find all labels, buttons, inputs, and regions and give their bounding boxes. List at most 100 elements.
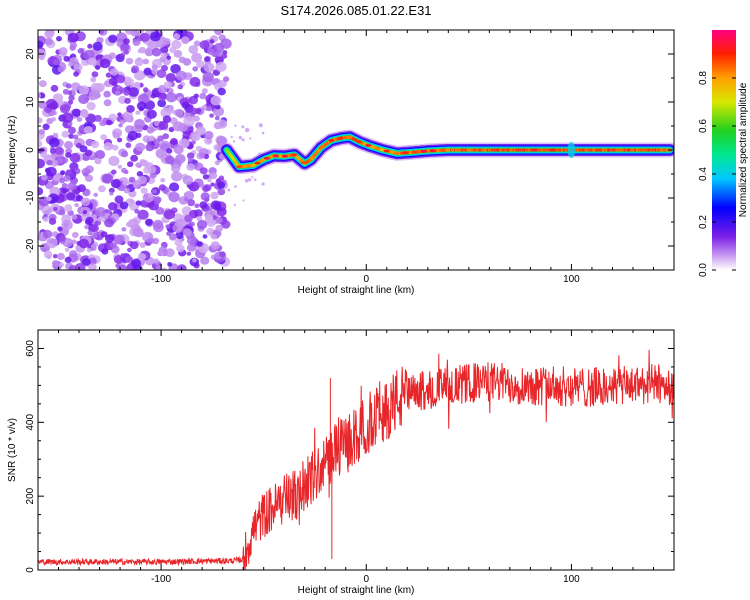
x-tick-label: 0 xyxy=(363,274,369,285)
noise-blob xyxy=(111,169,117,175)
noise-blob xyxy=(136,101,147,111)
noise-blob xyxy=(210,241,220,250)
noise-blob xyxy=(87,57,97,66)
ridge-hotspot xyxy=(245,164,252,168)
noise-blob xyxy=(43,217,49,222)
noise-blob xyxy=(43,250,53,259)
noise-blob xyxy=(98,185,106,193)
noise-blob xyxy=(209,39,215,44)
noise-blob xyxy=(96,221,102,226)
noise-blob xyxy=(87,230,93,236)
noise-blob xyxy=(182,228,192,237)
noise-blob xyxy=(67,210,74,217)
noise-blob xyxy=(84,224,89,230)
noise-blob xyxy=(221,220,231,229)
noise-blob xyxy=(153,219,164,230)
noise-blob xyxy=(161,267,167,270)
noise-blob xyxy=(86,248,92,253)
y-tick-label: 0 xyxy=(25,567,36,573)
colorbar-gradient xyxy=(712,30,736,270)
noise-blob xyxy=(106,209,112,214)
y-tick-label: 10 xyxy=(25,96,36,108)
noise-blob xyxy=(162,133,169,140)
noise-blob xyxy=(210,200,222,210)
noise-blob xyxy=(83,172,89,177)
noise-blob xyxy=(38,187,44,196)
noise-blob xyxy=(139,32,150,43)
noise-speck xyxy=(242,199,245,202)
snr-panel: -100 0 100 0 200 400 600 Height of straight li… xyxy=(7,329,675,596)
noise-blob xyxy=(91,71,99,78)
noise-blob xyxy=(147,237,155,244)
noise-blob xyxy=(82,210,88,215)
noise-blob xyxy=(84,125,93,134)
noise-blob xyxy=(40,151,48,158)
noise-speck xyxy=(244,179,249,183)
x-tick-label: 100 xyxy=(563,274,580,285)
noise-blob xyxy=(38,129,46,135)
noise-blob xyxy=(211,234,218,240)
noise-blob xyxy=(141,160,149,167)
noise-blob xyxy=(158,250,165,256)
noise-blob xyxy=(153,197,161,205)
noise-blob xyxy=(165,155,175,165)
noise-blob xyxy=(45,98,57,109)
noise-blob xyxy=(113,255,124,264)
noise-blob xyxy=(49,148,57,154)
noise-blob xyxy=(57,157,64,163)
noise-blob xyxy=(48,218,57,225)
noise-blob xyxy=(57,226,63,232)
noise-blob xyxy=(160,52,167,59)
noise-blob xyxy=(119,201,129,210)
noise-blob xyxy=(65,169,72,175)
noise-blob xyxy=(44,30,55,39)
noise-blob xyxy=(206,105,213,112)
noise-blob xyxy=(56,252,65,261)
noise-blob xyxy=(112,131,121,139)
noise-blob xyxy=(191,52,203,63)
snr-frame xyxy=(37,329,675,571)
noise-blob xyxy=(73,71,79,77)
snr-background xyxy=(38,330,674,570)
snr-line xyxy=(38,349,674,570)
noise-speck xyxy=(234,185,237,188)
noise-blob xyxy=(119,119,126,125)
noise-blob xyxy=(187,199,196,207)
noise-speck xyxy=(251,176,254,179)
colorbar-label: Normalized spectral amplitude xyxy=(738,82,749,217)
noise-blob xyxy=(212,215,218,220)
noise-blob xyxy=(129,241,139,250)
noise-blob xyxy=(109,191,114,196)
noise-blob xyxy=(44,167,52,174)
noise-blob xyxy=(78,238,90,249)
noise-blob xyxy=(223,76,230,82)
noise-blob xyxy=(69,152,81,163)
noise-blob xyxy=(170,138,178,145)
noise-blob xyxy=(53,58,61,66)
ridge-hotspot xyxy=(383,149,390,153)
noise-blob xyxy=(218,175,225,181)
noise-blob xyxy=(92,41,103,51)
colorbar-tick-label: 0.0 xyxy=(698,263,709,277)
noise-blob xyxy=(127,130,139,141)
colorbar-tick-label: 0.4 xyxy=(698,167,709,181)
noise-blob xyxy=(64,247,70,252)
noise-blob xyxy=(162,115,172,124)
noise-blob xyxy=(193,115,200,122)
noise-blob xyxy=(168,233,177,241)
noise-blobs xyxy=(38,30,265,270)
noise-blob xyxy=(175,218,186,228)
noise-blob xyxy=(148,135,155,142)
noise-blob xyxy=(108,77,117,86)
noise-blob xyxy=(115,263,121,268)
noise-blob xyxy=(65,83,72,89)
noise-blob xyxy=(54,146,64,155)
noise-blob xyxy=(61,112,74,123)
noise-blob xyxy=(90,140,100,149)
noise-blob xyxy=(217,87,226,96)
noise-blob xyxy=(52,260,59,267)
noise-blob xyxy=(186,243,196,252)
noise-blob xyxy=(196,241,203,247)
noise-blob xyxy=(146,109,157,119)
noise-blob xyxy=(71,108,82,118)
